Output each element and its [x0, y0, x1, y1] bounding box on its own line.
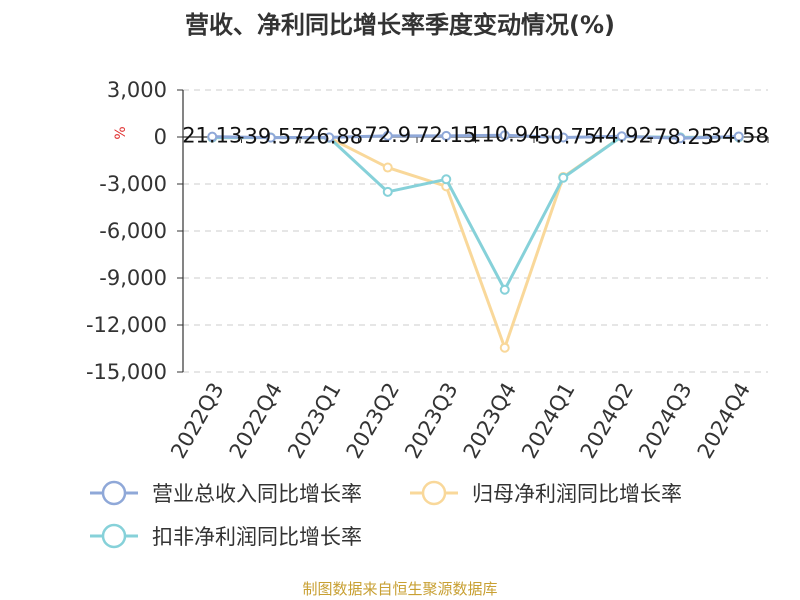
- data-point[interactable]: [265, 132, 276, 143]
- data-label: 44.92: [592, 123, 652, 147]
- series-lines: [207, 130, 744, 353]
- data-point[interactable]: [324, 132, 335, 143]
- chart-title: 营收、净利同比增长率季度变动情况(%): [185, 11, 615, 39]
- y-tick-label: -12,000: [86, 313, 167, 337]
- x-tick-label: 2024Q2: [576, 379, 638, 463]
- data-label: -30.75: [529, 124, 597, 148]
- series-line: [212, 133, 739, 140]
- legend-marker-icon: [101, 480, 127, 506]
- legend-marker-icon: [421, 480, 447, 506]
- data-point[interactable]: [616, 131, 627, 142]
- data-label: 72.15: [416, 123, 476, 147]
- series-line: [212, 135, 739, 350]
- data-label: -78.25: [646, 125, 714, 149]
- data-point[interactable]: [207, 131, 218, 142]
- data-source-note: 制图数据来自恒生聚源数据库: [302, 580, 497, 598]
- x-tick-label: 2024Q4: [693, 379, 755, 463]
- y-tick-label: 0: [154, 125, 167, 149]
- legend-label: 扣非净利润同比增长率: [152, 525, 362, 549]
- data-label: 110.94: [468, 122, 541, 146]
- y-axis: 3,000 0 -3,000 -6,000 -9,000 -12,000 -15,000: [86, 78, 184, 384]
- legend-item[interactable]: 扣非净利润同比增长率: [90, 523, 362, 549]
- data-point[interactable]: [733, 131, 744, 142]
- x-tick-label: 2023Q2: [342, 379, 404, 463]
- y-tick-label: -15,000: [86, 360, 167, 384]
- x-tick-label: 2023Q3: [400, 379, 462, 463]
- legend-label: 归母净利润同比增长率: [472, 482, 682, 506]
- data-point[interactable]: [499, 284, 510, 295]
- data-point[interactable]: [441, 174, 452, 185]
- data-point[interactable]: [382, 186, 393, 197]
- legend-label: 营业总收入同比增长率: [152, 482, 362, 506]
- data-point[interactable]: [558, 172, 569, 183]
- x-tick-label: 2022Q3: [166, 379, 228, 463]
- legend-item[interactable]: 营业总收入同比增长率: [90, 480, 362, 506]
- data-point[interactable]: [558, 132, 569, 143]
- data-label: -26.88: [295, 124, 363, 148]
- x-tick-label: 2024Q3: [634, 379, 696, 463]
- y-tick-label: 3,000: [107, 78, 167, 102]
- y-tick-label: -6,000: [99, 219, 167, 243]
- x-tick-label: 2022Q4: [225, 379, 287, 463]
- y-axis-unit: %: [113, 126, 129, 139]
- x-tick-label: 2023Q1: [283, 379, 345, 463]
- data-label: 72.9: [364, 123, 411, 147]
- legend-item[interactable]: 归母净利润同比增长率: [410, 480, 682, 506]
- data-labels: 21.13-39.57-26.88 72.9 72.15110.94-30.7544…: [182, 122, 769, 149]
- data-point[interactable]: [441, 130, 452, 141]
- data-point[interactable]: [382, 162, 393, 173]
- data-label: 21.13: [182, 124, 242, 148]
- x-tick-label: 2024Q1: [517, 379, 579, 463]
- data-label: -39.57: [237, 125, 305, 149]
- legend-marker-icon: [101, 523, 127, 549]
- data-point[interactable]: [499, 342, 510, 353]
- x-tick-label: 2023Q4: [459, 379, 521, 463]
- y-tick-label: -3,000: [99, 172, 167, 196]
- data-label: 34.58: [709, 123, 769, 147]
- gridlines: [183, 89, 768, 373]
- data-point[interactable]: [382, 130, 393, 141]
- data-point[interactable]: [499, 130, 510, 141]
- x-axis: 2022Q32022Q42023Q12023Q22023Q32023Q42024…: [166, 136, 769, 463]
- y-tick-label: -9,000: [99, 266, 167, 290]
- data-point[interactable]: [675, 133, 686, 144]
